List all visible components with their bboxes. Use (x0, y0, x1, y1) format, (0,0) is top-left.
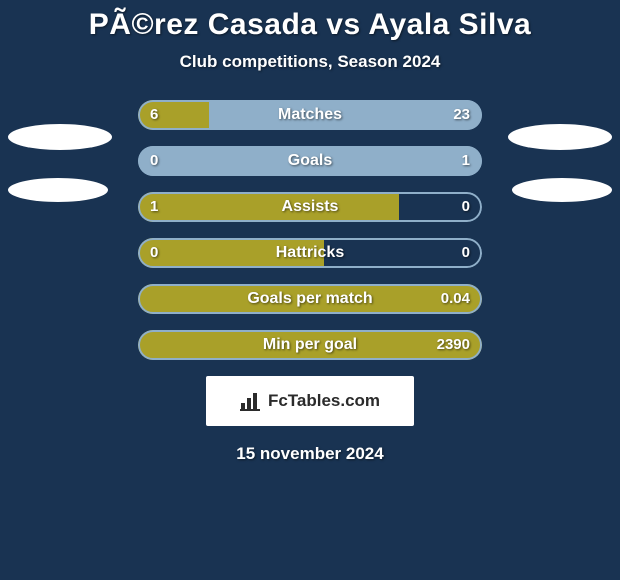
bar-left (138, 330, 482, 360)
page-subtitle: Club competitions, Season 2024 (0, 52, 620, 72)
infographic-root: PÃ©rez Casada vs Ayala Silva Club compet… (0, 0, 620, 580)
bar-left (138, 284, 482, 314)
decor-ellipse (508, 124, 612, 150)
stat-row: Goals01 (138, 146, 482, 176)
chart-area: Matches623 Goals01 Assists10 Hattricks00 Goa… (0, 100, 620, 464)
decor-ellipse (8, 124, 112, 150)
bar-right (138, 146, 482, 176)
stat-row: Matches623 (138, 100, 482, 130)
page-title: PÃ©rez Casada vs Ayala Silva (0, 0, 620, 42)
value-right: 0 (462, 238, 470, 268)
bar-left (138, 100, 209, 130)
decor-ellipse (8, 178, 108, 202)
stat-row: Assists10 (138, 192, 482, 222)
bar-left (138, 192, 399, 222)
stat-row: Min per goal2390 (138, 330, 482, 360)
stat-row: Goals per match0.04 (138, 284, 482, 314)
date-text: 15 november 2024 (0, 444, 620, 464)
decor-ellipse (512, 178, 612, 202)
stat-row: Hattricks00 (138, 238, 482, 268)
bar-right (209, 100, 482, 130)
bar-chart-icon (240, 391, 262, 411)
brand-box: FcTables.com (206, 376, 414, 426)
brand-text: FcTables.com (268, 391, 380, 411)
bar-left (138, 238, 324, 268)
value-right: 0 (462, 192, 470, 222)
